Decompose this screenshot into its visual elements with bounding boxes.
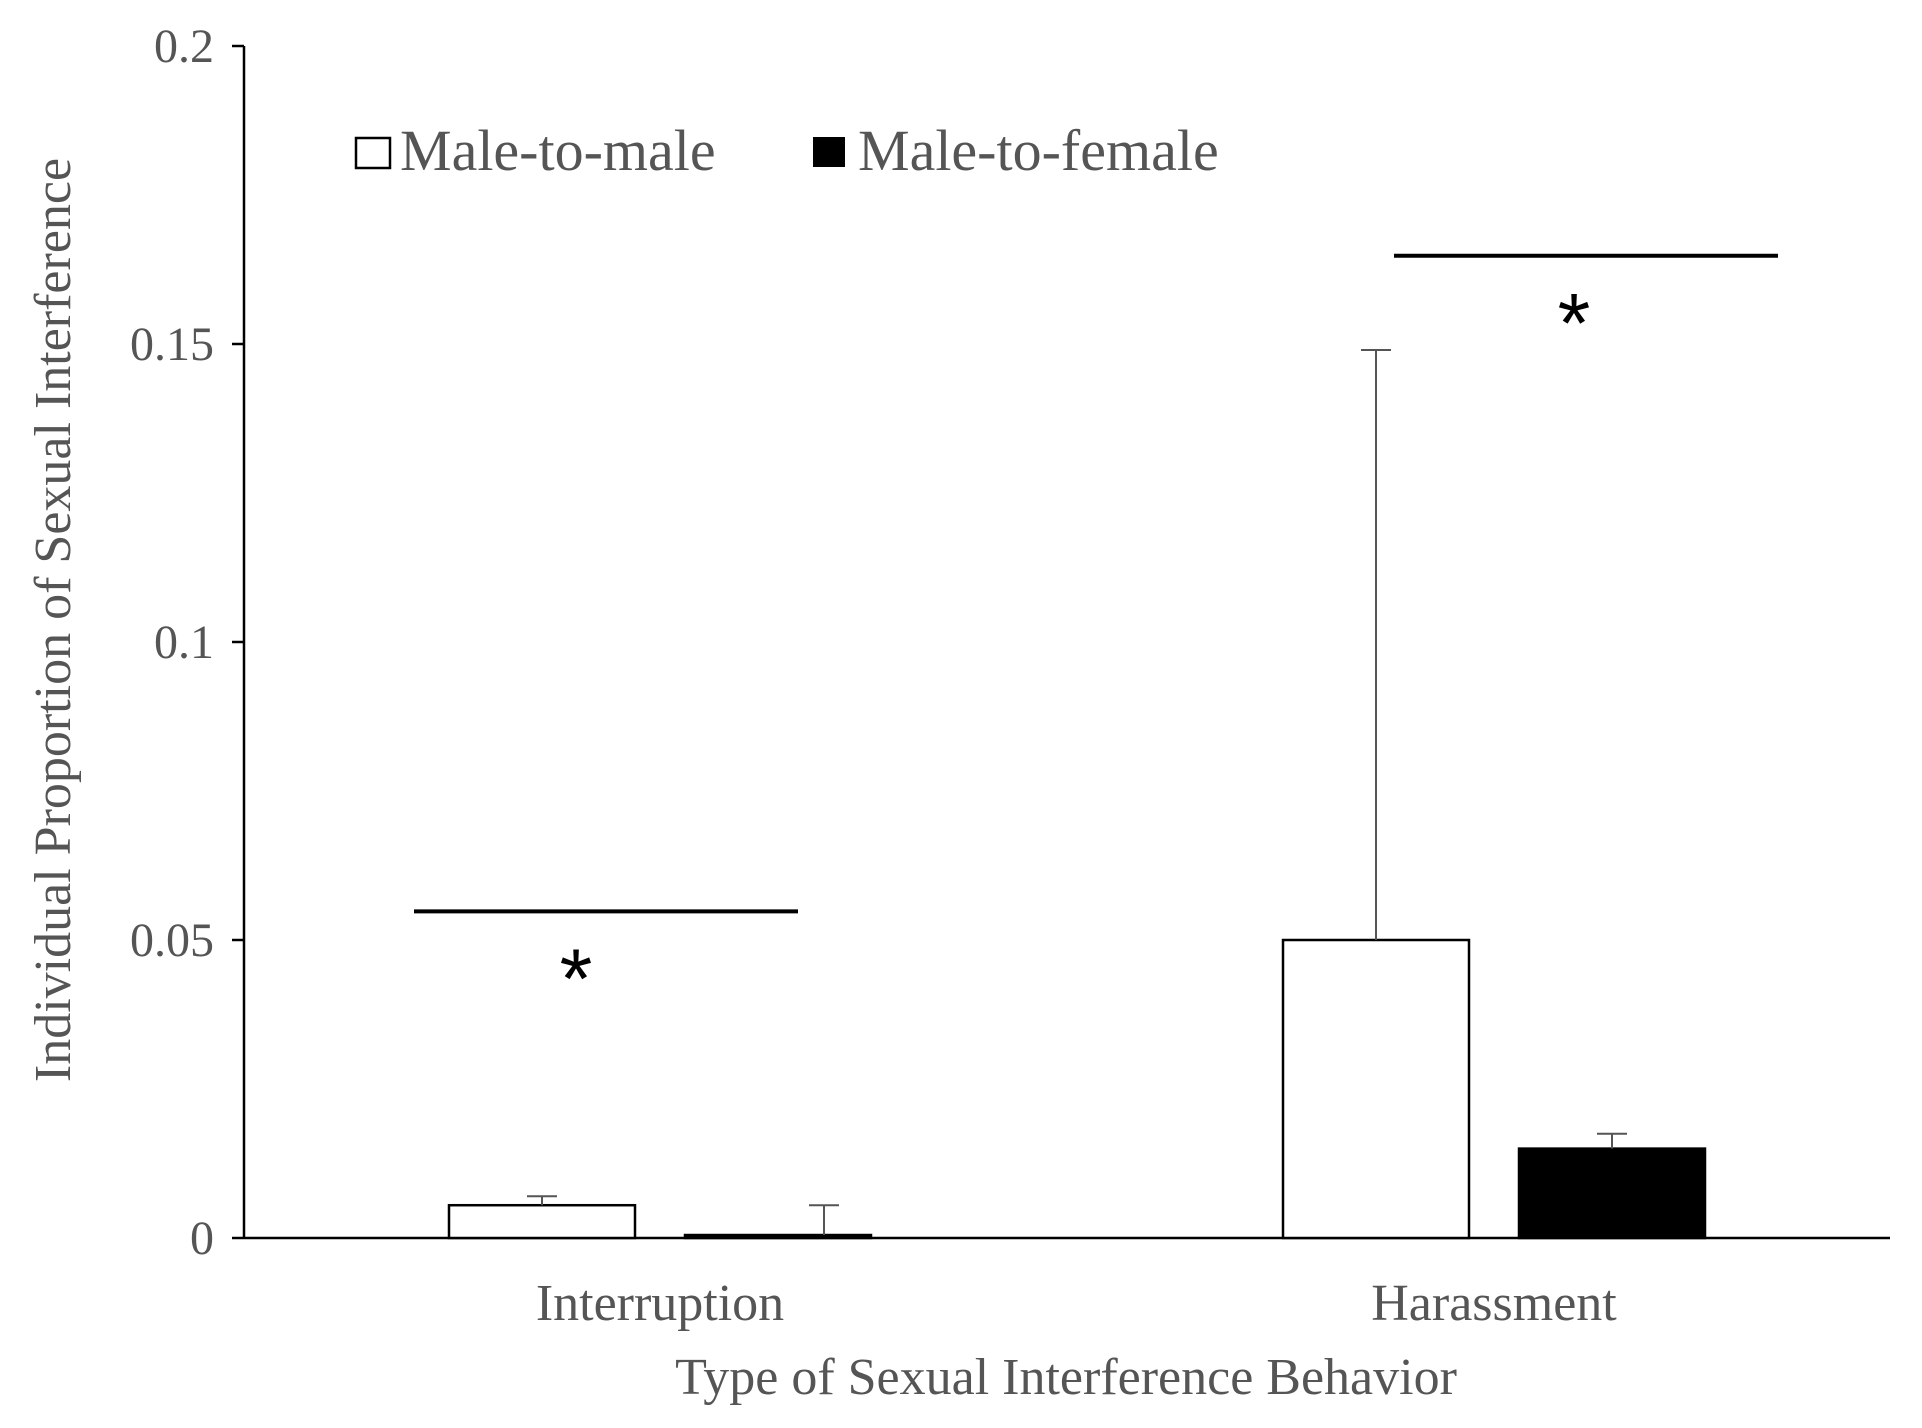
significance-star-harassment: * <box>1558 276 1591 370</box>
bar-interruption-male-to-female <box>683 1233 873 1240</box>
legend-swatch-male-to-female <box>813 137 845 167</box>
bars <box>447 938 1707 1240</box>
axes <box>242 46 1890 1240</box>
y-tick-label: 0 <box>190 1212 214 1265</box>
legend-swatch-male-to-male <box>354 136 392 170</box>
x-tick-label-harassment: Harassment <box>1371 1275 1617 1332</box>
y-tick-label: 0.15 <box>130 318 214 371</box>
significance-markers: ** <box>414 253 1778 1025</box>
y-ticks: 0 0.05 0.1 0.15 0.2 <box>130 20 244 1265</box>
y-tick-label: 0.1 <box>154 616 214 669</box>
category-labels: Interruption Harassment <box>536 1275 1617 1332</box>
y-tick-label: 0.2 <box>154 20 214 73</box>
bar-harassment-male-to-male <box>1281 938 1471 1240</box>
legend-label-male-to-female: Male-to-female <box>858 118 1219 183</box>
significance-star-interruption: * <box>560 931 593 1025</box>
x-tick-label-interruption: Interruption <box>536 1275 784 1332</box>
legend: Male-to-male Male-to-female <box>354 118 1219 183</box>
x-axis-title: Type of Sexual Interference Behavior <box>675 1349 1457 1406</box>
bar-harassment-male-to-female <box>1517 1147 1707 1240</box>
legend-label-male-to-male: Male-to-male <box>400 118 716 183</box>
bar-interruption-male-to-male <box>447 1203 637 1240</box>
error-bars <box>527 348 1627 1236</box>
y-axis-title: Individual Proportion of Sexual Interfer… <box>25 158 82 1082</box>
y-tick-label: 0.05 <box>130 914 214 967</box>
